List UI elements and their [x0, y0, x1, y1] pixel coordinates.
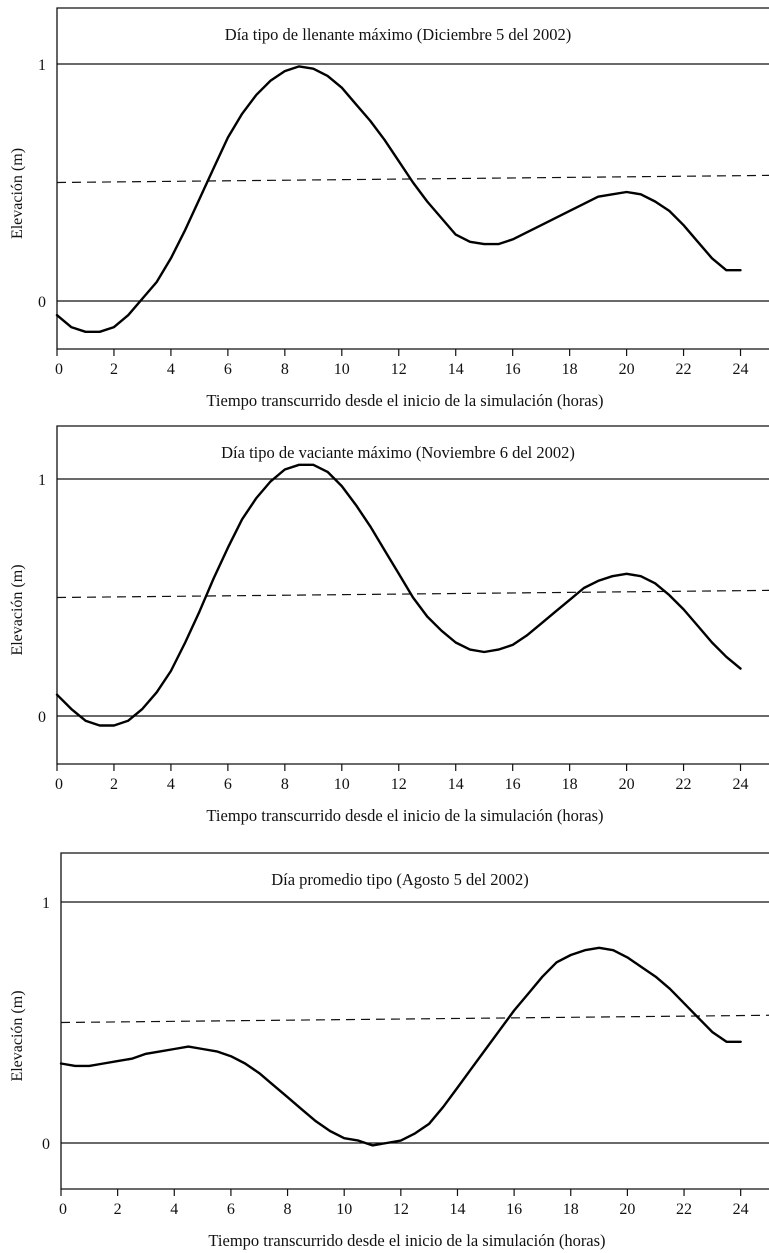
x-axis-label: Tiempo transcurrido desde el inicio de l…	[206, 391, 603, 410]
x-tick-label: 22	[676, 1201, 692, 1218]
x-tick-label: 12	[391, 361, 407, 378]
reference-line-dashed	[60, 1014, 769, 1024]
plot-frame	[56, 425, 769, 765]
y-axis-label: Elevación (m)	[9, 564, 26, 655]
series-line-elevation	[59, 946, 742, 1147]
x-tick-label: 12	[393, 1201, 409, 1218]
x-tick-label: 16	[505, 776, 521, 793]
y-tick-label: 1	[38, 472, 46, 489]
x-tick-label: 6	[224, 776, 232, 793]
x-tick-label: 10	[336, 1201, 352, 1218]
x-tick-label: 0	[59, 1201, 67, 1218]
x-tick-label: 14	[449, 1201, 465, 1218]
x-tick-label: 14	[448, 776, 464, 793]
x-tick-label: 22	[676, 776, 692, 793]
x-tick-label: 18	[562, 776, 578, 793]
x-tick-label: 16	[506, 1201, 522, 1218]
x-tick-label: 18	[562, 361, 578, 378]
x-tick-label: 8	[284, 1201, 292, 1218]
y-tick-label: 0	[38, 709, 46, 726]
y-tick-label: 0	[38, 294, 46, 311]
x-tick-label: 12	[391, 776, 407, 793]
x-tick-label: 20	[619, 361, 635, 378]
x-axis-label: Tiempo transcurrido desde el inicio de l…	[208, 1231, 605, 1250]
x-tick-label: 6	[224, 361, 232, 378]
chart-title: Día tipo de llenante máximo (Diciembre 5…	[225, 25, 571, 44]
x-tick-label: 24	[733, 776, 749, 793]
y-axis-label: Elevación (m)	[9, 148, 26, 239]
x-tick-label: 2	[110, 776, 118, 793]
x-tick-label: 14	[448, 361, 464, 378]
x-tick-label: 0	[55, 361, 63, 378]
y-axis-label: Elevación (m)	[9, 990, 26, 1081]
y-tick-label: 1	[42, 895, 50, 912]
x-tick-label: 2	[114, 1201, 122, 1218]
y-tick-label: 1	[38, 57, 46, 74]
x-tick-label: 0	[55, 776, 63, 793]
series-line-elevation	[55, 463, 742, 727]
x-tick-label: 2	[110, 361, 118, 378]
x-tick-label: 4	[170, 1201, 178, 1218]
x-axis-label: Tiempo transcurrido desde el inicio de l…	[206, 806, 603, 825]
x-tick-label: 4	[167, 361, 175, 378]
x-tick-label: 8	[281, 361, 289, 378]
chart-title: Día tipo de vaciante máximo (Noviembre 6…	[221, 443, 575, 462]
reference-line-dashed	[56, 589, 769, 599]
x-tick-label: 10	[334, 776, 350, 793]
x-tick-label: 24	[733, 361, 749, 378]
x-tick-label: 6	[227, 1201, 235, 1218]
reference-line-dashed	[56, 174, 769, 184]
plot-frame	[56, 7, 769, 350]
x-tick-label: 22	[676, 361, 692, 378]
x-tick-label: 24	[733, 1201, 749, 1218]
x-tick-label: 4	[167, 776, 175, 793]
x-tick-label: 20	[619, 776, 635, 793]
x-tick-label: 18	[563, 1201, 579, 1218]
y-tick-label: 0	[42, 1136, 50, 1153]
plot-frame	[60, 852, 769, 1190]
series-line-elevation	[55, 65, 742, 333]
x-tick-label: 16	[505, 361, 521, 378]
x-tick-label: 20	[619, 1201, 635, 1218]
chart-title: Día promedio tipo (Agosto 5 del 2002)	[271, 870, 529, 889]
x-tick-label: 10	[334, 361, 350, 378]
x-tick-label: 8	[281, 776, 289, 793]
